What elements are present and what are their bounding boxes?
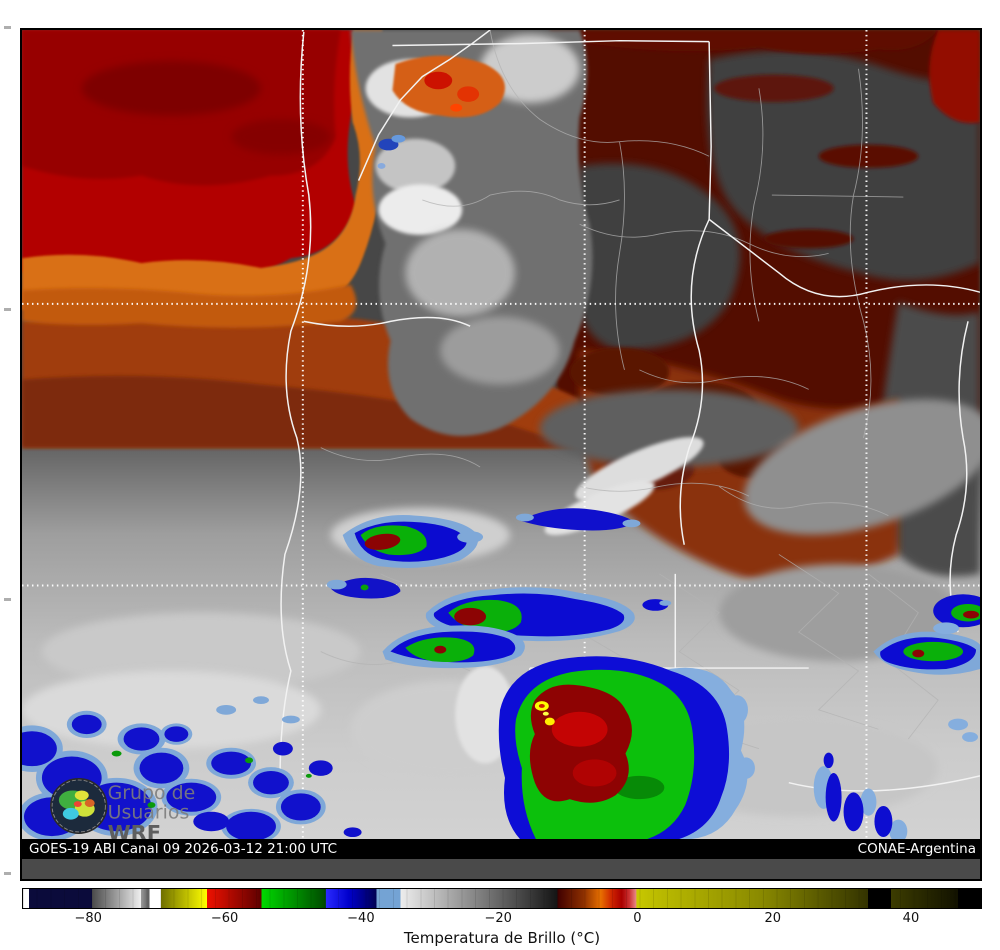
storm-cell-e bbox=[873, 631, 980, 675]
wrf-logo-text-1: Grupo de bbox=[108, 783, 196, 804]
storm-cell-a bbox=[342, 515, 484, 569]
colorbar-tick-label: −80 bbox=[74, 911, 102, 926]
wrf-logo-text-2: Usuarios bbox=[108, 803, 190, 824]
y-axis-tick bbox=[4, 598, 11, 601]
storm-cell-f bbox=[933, 594, 980, 635]
colorbar-tick-label: −40 bbox=[347, 911, 375, 926]
y-axis-tick bbox=[4, 872, 11, 875]
colorbar-steps-overlay bbox=[23, 889, 981, 908]
wrf-logo: Grupo de Usuarios WRF bbox=[50, 778, 196, 839]
source-label: CONAE-Argentina bbox=[857, 841, 976, 857]
info-bar: GOES-19 ABI Canal 09 2026-03-12 21:00 UT… bbox=[22, 839, 980, 859]
colorbar-tick-label: 0 bbox=[633, 911, 642, 926]
dry-air-red-region bbox=[22, 30, 386, 328]
colorbar-title: Temperatura de Brillo (°C) bbox=[403, 929, 601, 947]
y-axis-tick bbox=[4, 26, 11, 29]
colorbar bbox=[22, 888, 982, 909]
colorbar-tick-label: 20 bbox=[764, 911, 781, 926]
cumulus-bottom-right bbox=[813, 718, 979, 839]
colorbar-tick-label: −60 bbox=[210, 911, 239, 926]
satellite-imagery: Grupo de Usuarios WRF bbox=[22, 30, 980, 839]
country-borders bbox=[279, 30, 980, 832]
colorbar-tick-label: 40 bbox=[902, 911, 920, 926]
storm-streak bbox=[515, 508, 641, 531]
latlon-gridlines bbox=[22, 30, 980, 839]
andes-cloud-mass bbox=[350, 30, 593, 436]
colorbar-tick-label: −20 bbox=[484, 911, 512, 926]
storm-cell-c bbox=[382, 625, 525, 669]
product-label: GOES-19 ABI Canal 09 2026-03-12 21:00 UT… bbox=[29, 841, 338, 857]
y-axis-tick bbox=[4, 308, 11, 311]
wrf-logo-text-3: WRF bbox=[108, 821, 161, 839]
storm-cell-a2 bbox=[326, 577, 401, 599]
colorbar-tick-labels: −80 −60 −40 −20 0 20 40 bbox=[22, 911, 982, 928]
storm-cell-d-mcs bbox=[498, 656, 755, 839]
satellite-image-panel: Grupo de Usuarios WRF GOES-19 ABI Canal … bbox=[20, 28, 982, 881]
